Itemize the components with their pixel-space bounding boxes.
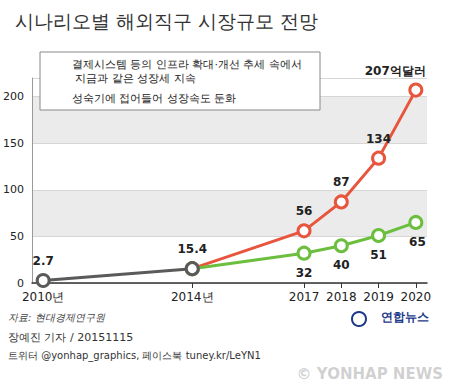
svg-text:2020: 2020 [401, 290, 432, 304]
svg-text:연합뉴스: 연합뉴스 [381, 310, 429, 324]
svg-text:134: 134 [366, 132, 391, 146]
svg-text:2017: 2017 [289, 290, 320, 304]
svg-text:100: 100 [3, 183, 24, 196]
svg-text:장예진 기자 / 20151115: 장예진 기자 / 20151115 [8, 331, 133, 344]
svg-text:트위터 @yonhap_graphics, 페이스북 tun: 트위터 @yonhap_graphics, 페이스북 tuney.kr/LeYN… [8, 350, 261, 362]
svg-text:2010년: 2010년 [22, 290, 65, 304]
svg-text:지금과 같은 성장세 지속: 지금과 같은 성장세 지속 [72, 72, 196, 85]
svg-text:51: 51 [370, 248, 387, 262]
svg-text:87: 87 [333, 175, 350, 189]
svg-text:성숙기에 접어들어 성장속도 둔화: 성숙기에 접어들어 성장속도 둔화 [72, 92, 237, 105]
svg-text:2.7: 2.7 [33, 254, 54, 268]
svg-text:시나리오별 해외직구 시장규모 전망: 시나리오별 해외직구 시장규모 전망 [15, 10, 318, 32]
svg-text:200: 200 [3, 90, 24, 103]
svg-text:65: 65 [409, 235, 426, 249]
svg-text:56: 56 [296, 204, 313, 218]
svg-text:결제시스템 등의 인프라 확대·개선 추세 속에서: 결제시스템 등의 인프라 확대·개선 추세 속에서 [72, 58, 302, 71]
svg-text:2014년: 2014년 [171, 290, 214, 304]
svg-text:자료: 현대경제연구원: 자료: 현대경제연구원 [8, 312, 106, 323]
svg-text:2018: 2018 [326, 290, 357, 304]
svg-text:150: 150 [3, 137, 24, 150]
svg-text:15.4: 15.4 [177, 242, 207, 256]
svg-text:0: 0 [17, 277, 24, 290]
svg-text:40: 40 [333, 258, 350, 272]
svg-text:2019: 2019 [363, 290, 394, 304]
svg-text:© YONHAP NEWS: © YONHAP NEWS [297, 365, 443, 383]
svg-text:207억달러: 207억달러 [365, 64, 426, 78]
svg-text:32: 32 [296, 266, 313, 280]
svg-text:50: 50 [10, 230, 24, 243]
